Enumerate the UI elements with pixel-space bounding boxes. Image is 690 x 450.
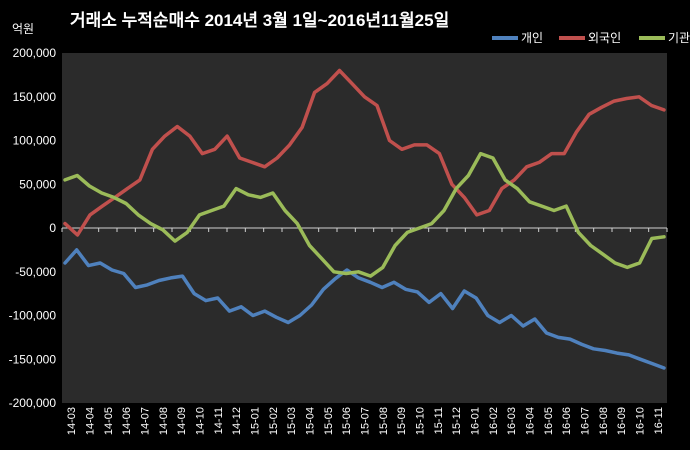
x-tick-label: 15-06 <box>341 407 353 435</box>
x-axis: 14-03 14-04 14-05 14-06 14-07 14-08 14-09 14-10… <box>61 228 668 435</box>
y-tick-label: 100,000 <box>13 134 57 148</box>
legend-label: 기관 <box>668 31 690 45</box>
x-tick-label: 16-02 <box>488 407 500 435</box>
legend: 개인 외국인 기관 <box>492 31 690 45</box>
legend-label: 개인 <box>521 31 543 45</box>
y-tick-label: 200,000 <box>13 46 57 60</box>
y-tick-label: -200,000 <box>9 396 57 410</box>
y-axis: 200,000 150,000 100,000 50,000 0 -50,000 -100,… <box>9 46 667 410</box>
y-tick-label: 50,000 <box>19 177 56 191</box>
series-line <box>63 68 666 237</box>
x-tick-label: 16-07 <box>580 407 592 435</box>
series-lines <box>63 68 666 370</box>
series-line <box>63 151 666 278</box>
x-tick-label: 15-09 <box>396 407 408 435</box>
x-tick-label: 15-05 <box>323 407 335 435</box>
x-tick-label: 15-11 <box>433 407 445 434</box>
x-tick-label: 15-10 <box>415 407 427 435</box>
y-tick-label: 0 <box>49 221 56 235</box>
x-tick-label: 16-04 <box>525 407 537 435</box>
x-tick-label: 14-05 <box>103 407 115 435</box>
x-tick-label: 16-11 <box>653 407 665 434</box>
x-tick-label: 15-08 <box>378 407 390 435</box>
x-tick-label: 15-07 <box>360 407 372 435</box>
x-tick-label: 14-11 <box>213 407 225 434</box>
x-tick-label: 14-03 <box>66 407 78 435</box>
x-tick-label: 14-09 <box>176 407 188 435</box>
x-tick-label: 16-08 <box>598 407 610 435</box>
x-tick-label: 16-03 <box>506 407 518 435</box>
x-tick-label: 15-01 <box>250 407 262 435</box>
y-tick-label: -150,000 <box>9 352 57 366</box>
x-tick-label: 14-12 <box>231 407 243 435</box>
y-tick-label: -50,000 <box>15 265 56 279</box>
y-tick-label: -100,000 <box>9 309 57 323</box>
y-axis-unit-label: 억원 <box>12 22 34 36</box>
x-tick-label: 15-03 <box>286 407 298 435</box>
series-line <box>63 248 666 370</box>
x-tick-label: 16-10 <box>635 407 647 435</box>
x-tick-label: 15-02 <box>268 407 280 435</box>
x-tick-label: 14-04 <box>85 407 97 435</box>
x-tick-label: 16-09 <box>616 407 628 435</box>
y-tick-label: 150,000 <box>13 90 57 104</box>
x-tick-label: 14-08 <box>158 407 170 435</box>
x-tick-label: 14-06 <box>121 407 133 435</box>
x-tick-label: 15-04 <box>305 407 317 435</box>
x-tick-label: 16-06 <box>561 407 573 435</box>
x-tick-label: 16-01 <box>470 407 482 435</box>
legend-label: 외국인 <box>588 31 621 45</box>
x-tick-label: 15-12 <box>451 407 463 435</box>
x-tick-label: 16-05 <box>543 407 555 435</box>
x-tick-label: 14-10 <box>195 407 207 435</box>
chart-title: 거래소 누적순매수 2014년 3월 1일~2016년11월25일 <box>70 11 449 30</box>
x-tick-label: 14-07 <box>140 407 152 435</box>
